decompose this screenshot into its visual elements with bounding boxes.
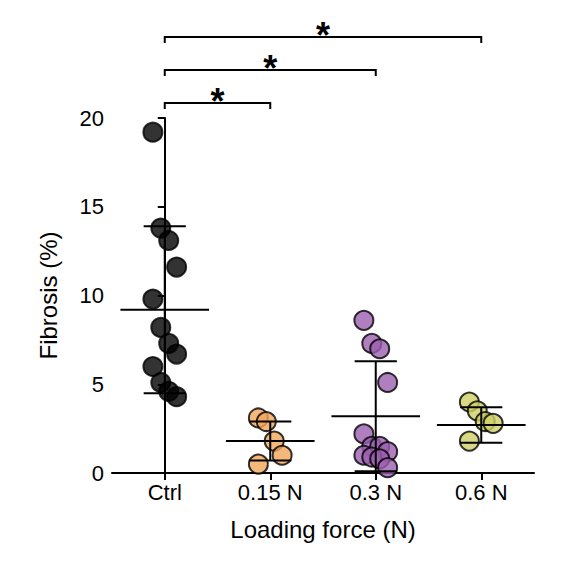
- svg-text:*: *: [316, 15, 330, 56]
- svg-text:0.6 N: 0.6 N: [455, 480, 508, 505]
- svg-text:Loading force (N): Loading force (N): [230, 516, 415, 543]
- svg-text:0.15 N: 0.15 N: [238, 480, 303, 505]
- svg-text:0.3 N: 0.3 N: [349, 480, 402, 505]
- svg-text:0: 0: [92, 461, 104, 486]
- svg-text:Ctrl: Ctrl: [148, 480, 182, 505]
- svg-text:20: 20: [80, 106, 104, 131]
- svg-text:15: 15: [80, 194, 104, 219]
- svg-text:*: *: [263, 48, 277, 89]
- svg-text:5: 5: [92, 372, 104, 397]
- svg-text:*: *: [210, 81, 224, 122]
- svg-text:Fibrosis (%): Fibrosis (%): [35, 231, 62, 359]
- svg-text:10: 10: [80, 283, 104, 308]
